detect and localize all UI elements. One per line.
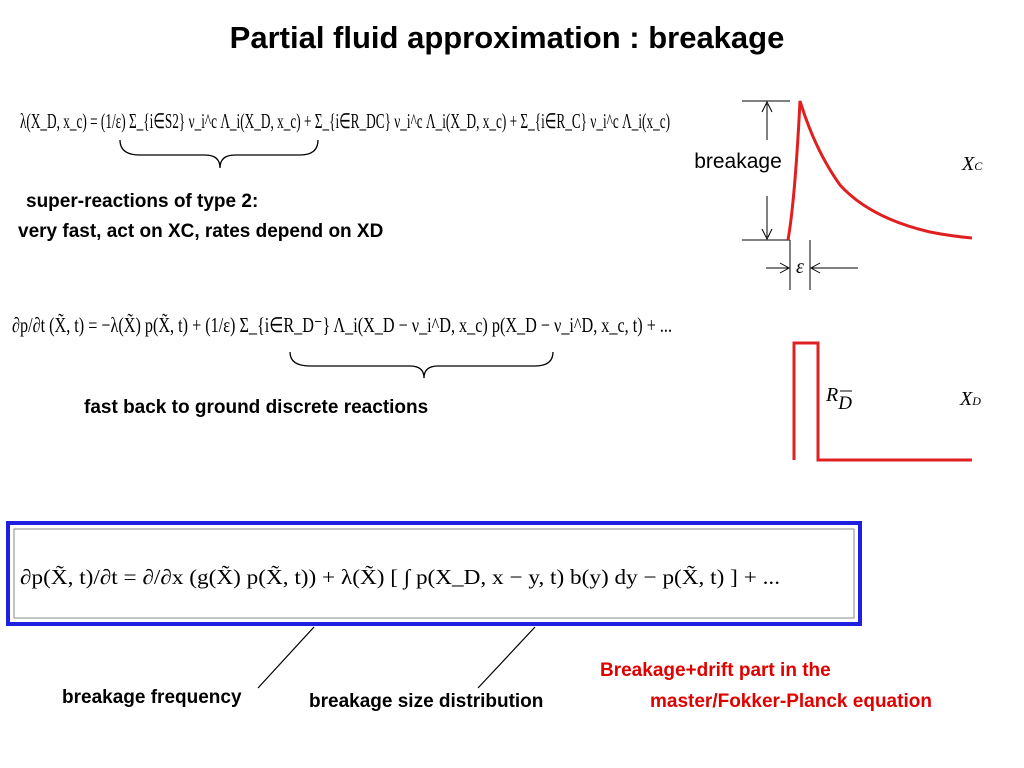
label-sub: D [837, 393, 852, 414]
annotation: breakage size distribution [309, 691, 543, 712]
diagram-label: XD [959, 388, 981, 410]
equation-box-inner [13, 528, 855, 619]
title: Partial fluid approximation : breakage [230, 20, 785, 55]
pointer [257, 626, 315, 689]
annotation: master/Fokker-Planck equation [650, 691, 932, 712]
label-base: R [825, 384, 838, 406]
annotation: very fast, act on XC, rates depend on XD [18, 221, 383, 242]
equation: λ(X_D, x_c) = (1/ε) Σ_{i∈S2} ν_i^c Λ_i(X… [20, 109, 670, 133]
arrow-head [779, 262, 791, 274]
diagram-label: breakage [694, 150, 782, 173]
annotation: fast back to ground discrete reactions [84, 397, 428, 418]
label-sub: D [971, 394, 981, 408]
brace [119, 139, 319, 169]
label-base: X [959, 388, 973, 410]
annotation: super-reactions of type 2: [26, 191, 258, 212]
diagram-label: RD [825, 384, 852, 414]
annotation: breakage frequency [62, 687, 242, 708]
diagram-label: XC [961, 153, 983, 175]
equation: ∂p(X̃, t)/∂t = ∂/∂x (g(X̃) p(X̃, t)) + λ… [20, 565, 780, 590]
pointer [477, 626, 536, 689]
annotation: Breakage+drift part in the [600, 660, 831, 681]
arrow-head [809, 262, 821, 274]
curve [786, 100, 973, 241]
arrow-head [761, 228, 773, 241]
diagram-label: ε [796, 256, 804, 278]
equation-box [6, 521, 862, 626]
arrow-head [761, 100, 773, 113]
label-base: X [961, 153, 975, 175]
label-sub: C [974, 159, 983, 173]
brace [289, 351, 554, 379]
equation: ∂p/∂t (X̃, t) = −λ(X̃) p(X̃, t) + (1/ε) … [12, 313, 672, 337]
pulse [792, 341, 972, 462]
